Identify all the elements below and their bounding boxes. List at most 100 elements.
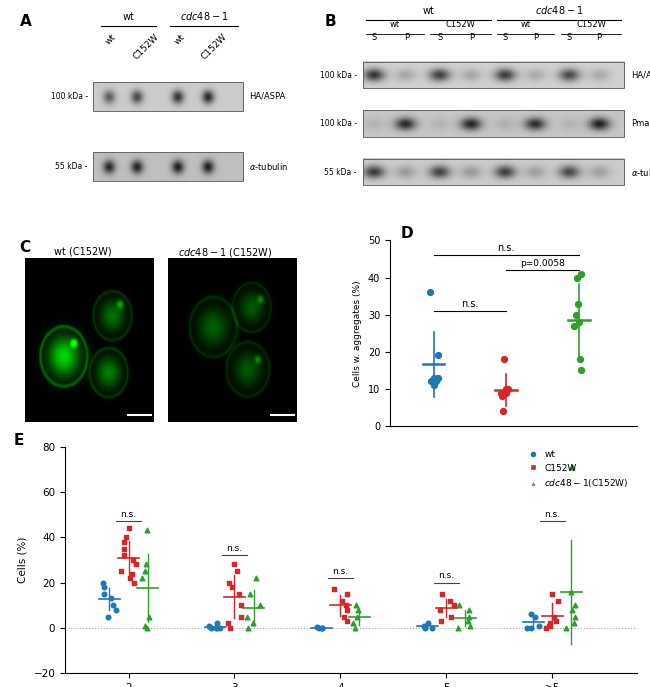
Point — [228, 559, 239, 570]
Y-axis label: Cells w. aggregates (%): Cells w. aggregates (%) — [354, 280, 362, 387]
Point — [498, 405, 508, 416]
Point — [544, 620, 554, 631]
Text: S: S — [372, 33, 377, 43]
Point — [348, 618, 358, 629]
Text: wt: wt — [104, 32, 118, 47]
Text: C152W: C152W — [445, 20, 475, 29]
Point — [254, 600, 265, 611]
Point — [116, 566, 127, 577]
Point — [448, 600, 459, 611]
Point — [144, 611, 155, 622]
Text: P: P — [532, 33, 538, 43]
Text: C152W: C152W — [131, 32, 161, 61]
Bar — [363, 159, 625, 185]
Point — [570, 611, 580, 622]
Point — [541, 622, 551, 633]
Text: $\alpha$-tubulin: $\alpha$-tubulin — [249, 161, 288, 172]
Point — [465, 620, 475, 631]
Point — [496, 387, 506, 398]
Point — [552, 595, 563, 606]
Point — [224, 622, 235, 633]
Point — [432, 372, 443, 383]
Text: D: D — [401, 225, 413, 240]
Point — [337, 595, 347, 606]
Point — [329, 584, 339, 595]
Text: $\it{cdc48-1}$ (C152W): $\it{cdc48-1}$ (C152W) — [178, 246, 272, 259]
Point — [127, 568, 137, 579]
Text: n.s.: n.s. — [120, 510, 136, 519]
Point — [342, 616, 352, 627]
Point — [523, 622, 533, 633]
Text: wt: wt — [390, 20, 400, 29]
Point — [203, 620, 214, 631]
Bar — [93, 152, 243, 181]
Point — [98, 577, 108, 588]
Point — [463, 616, 474, 627]
Point — [245, 588, 255, 599]
Text: S: S — [502, 33, 508, 43]
Point — [430, 376, 441, 387]
Point — [140, 559, 151, 570]
Point — [576, 269, 586, 280]
Point — [350, 622, 360, 633]
Point — [435, 605, 445, 616]
Point — [573, 298, 583, 309]
Point — [226, 582, 237, 593]
Point — [571, 272, 582, 283]
Point — [142, 622, 152, 633]
Point — [422, 618, 433, 629]
Point — [311, 621, 322, 632]
Point — [566, 586, 577, 597]
Text: C152W: C152W — [200, 32, 229, 61]
Point — [569, 618, 580, 629]
Point — [500, 383, 511, 394]
Point — [212, 622, 222, 633]
Text: A: A — [20, 14, 31, 29]
Text: wt: wt — [172, 32, 187, 47]
Bar — [363, 62, 625, 89]
Text: n.s.: n.s. — [226, 544, 242, 553]
Point — [241, 611, 252, 622]
Legend: wt, C152W, $\it{cdc48-1}$(C152W): wt, C152W, $\it{cdc48-1}$(C152W) — [520, 447, 632, 493]
Point — [106, 593, 116, 604]
Point — [129, 577, 139, 588]
Point — [560, 622, 571, 633]
Text: $\it{cdc48-1}$
(C152W): $\it{cdc48-1}$ (C152W) — [556, 453, 601, 475]
Text: C152W: C152W — [576, 20, 606, 29]
Point — [128, 554, 138, 565]
Point — [570, 600, 580, 611]
Text: B: B — [325, 14, 337, 29]
Text: wt: wt — [428, 453, 439, 464]
Point — [139, 566, 150, 577]
Text: $\it{cdc48-1}$: $\it{cdc48-1}$ — [179, 10, 228, 22]
Point — [419, 620, 429, 631]
Point — [248, 618, 259, 629]
Point — [234, 588, 244, 599]
Point — [119, 537, 129, 548]
Text: 100 kDa -: 100 kDa - — [320, 119, 357, 128]
Point — [463, 611, 474, 622]
Point — [530, 611, 540, 622]
Point — [575, 365, 586, 376]
Point — [446, 611, 456, 622]
Point — [352, 605, 363, 616]
Point — [139, 620, 150, 631]
Point — [211, 622, 221, 633]
Text: C: C — [20, 240, 31, 256]
Point — [534, 620, 544, 631]
Point — [317, 622, 327, 633]
Text: wt: wt — [422, 6, 434, 16]
Point — [420, 622, 430, 633]
Point — [119, 550, 129, 561]
Text: n.s.: n.s. — [332, 567, 348, 576]
Point — [428, 372, 439, 383]
Text: $\alpha$-tubulin: $\alpha$-tubulin — [630, 166, 650, 177]
Bar — [363, 111, 625, 137]
Point — [547, 588, 557, 599]
Text: $\it{cdc48-1}$: $\it{cdc48-1}$ — [535, 4, 583, 16]
Text: n.s.: n.s. — [497, 243, 515, 254]
Point — [251, 572, 261, 583]
Text: P: P — [596, 33, 601, 43]
Point — [352, 611, 362, 622]
Point — [575, 317, 585, 328]
